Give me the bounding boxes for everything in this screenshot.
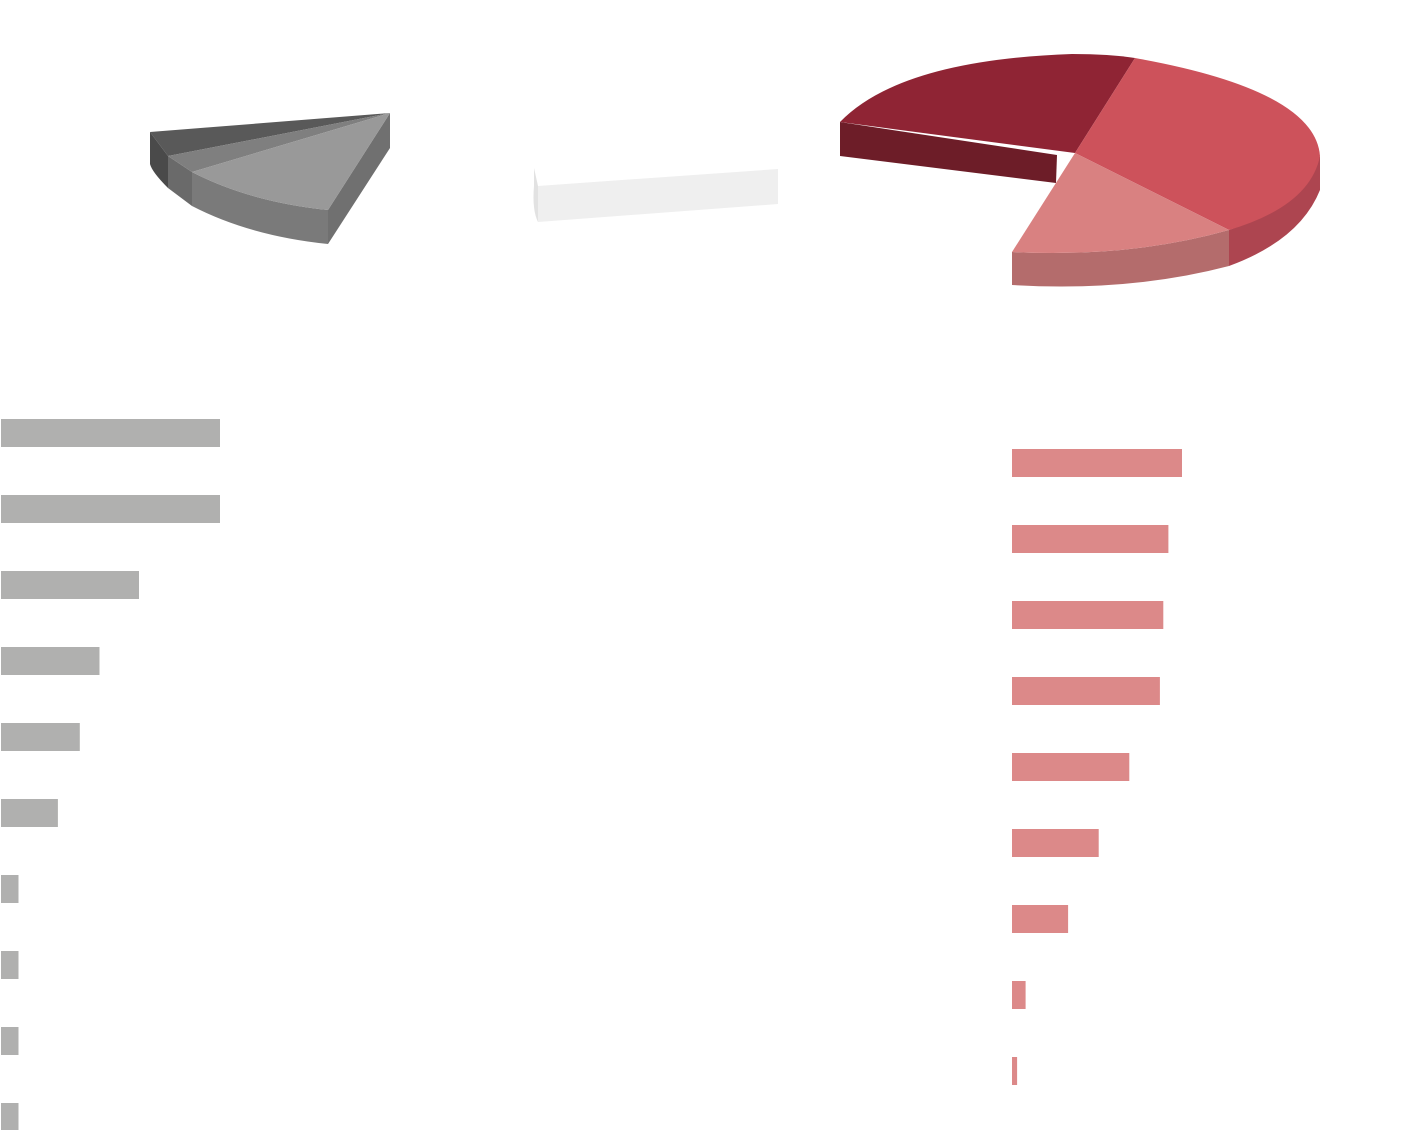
gray-bar bbox=[1, 951, 19, 979]
gray-bar bbox=[1, 495, 220, 523]
red-bar bbox=[1012, 753, 1130, 781]
red-bar bbox=[1012, 829, 1099, 857]
gray-bar bbox=[1, 1103, 19, 1130]
red-bar bbox=[1012, 601, 1164, 629]
gray-bar bbox=[1, 799, 58, 827]
gray-pie-chart bbox=[150, 113, 390, 244]
gray-bar bbox=[1, 723, 80, 751]
light-slice bbox=[538, 169, 778, 222]
red-bar bbox=[1012, 677, 1160, 705]
gray-pie-slice bbox=[168, 113, 390, 172]
red-pie-chart bbox=[840, 54, 1320, 287]
red-bar bbox=[1012, 905, 1069, 933]
red-bar bbox=[1012, 525, 1169, 553]
gray-bar-chart bbox=[1, 419, 220, 1130]
gray-pie-slice bbox=[192, 113, 390, 210]
red-pie-slice-side bbox=[840, 122, 1057, 183]
light-slice-chart bbox=[533, 168, 778, 222]
gray-bar bbox=[1, 1027, 19, 1055]
red-pie-slice bbox=[1012, 153, 1229, 254]
red-pie-slice-side bbox=[1012, 230, 1229, 287]
gray-bar bbox=[1, 571, 139, 599]
gray-pie-slice-side bbox=[150, 132, 168, 188]
gray-bar bbox=[1, 419, 220, 447]
red-bar bbox=[1012, 449, 1182, 477]
gray-pie-slice-side bbox=[168, 156, 192, 206]
light-slice-side bbox=[533, 168, 538, 222]
red-bar-chart bbox=[1012, 449, 1182, 1085]
gray-pie-slice-side bbox=[328, 113, 390, 244]
red-bar bbox=[1012, 1057, 1018, 1085]
red-pie-slice bbox=[840, 54, 1135, 153]
gray-bar bbox=[1, 647, 100, 675]
red-bar bbox=[1012, 981, 1026, 1009]
red-pie-slice bbox=[1075, 58, 1320, 230]
gray-pie-slice bbox=[150, 113, 390, 156]
gray-pie-slice-side bbox=[192, 172, 328, 244]
gray-bar bbox=[1, 875, 19, 903]
